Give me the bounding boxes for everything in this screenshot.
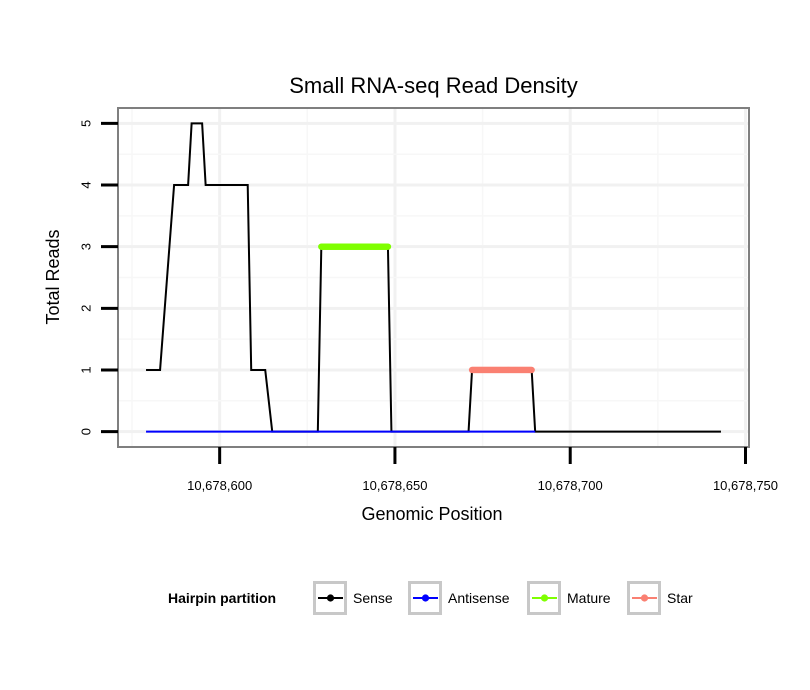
y-tick-label: 0 [78,428,93,435]
y-tick-label: 4 [78,181,93,188]
series-points-mature [318,243,392,250]
y-tick-label: 5 [78,120,93,127]
series-points-star [468,366,535,374]
legend-key-point [640,594,649,602]
series-line-sense [146,122,721,433]
series-layer [146,122,721,433]
y-tick-label: 2 [78,305,93,312]
legend-key-point [326,594,335,602]
legend-label: Sense [353,590,393,606]
legend: Hairpin partition Sense Antisense Mature St… [168,581,693,615]
legend-item-sense: Sense [313,581,393,615]
x-axis-title: Genomic Position [361,504,502,524]
y-tick-label: 3 [78,243,93,250]
point-mature [384,243,392,250]
legend-label: Antisense [448,590,510,606]
legend-item-star: Star [627,581,693,615]
legend-label: Star [667,590,693,606]
legend-key-point [421,594,430,602]
x-tick-label: 10,678,650 [362,478,427,493]
axes: 10,678,600 10,678,650 10,678,700 10,678,750… [78,120,778,493]
y-axis-title: Total Reads [43,229,63,324]
point-star [528,366,535,374]
legend-label: Mature [567,590,611,606]
legend-key-point [540,594,549,602]
chart-title: Small RNA-seq Read Density [289,73,578,98]
x-tick-label: 10,678,750 [713,478,778,493]
legend-title: Hairpin partition [168,590,276,606]
legend-item-antisense: Antisense [408,581,510,615]
x-tick-label: 10,678,700 [538,478,603,493]
x-tick-label: 10,678,600 [187,478,252,493]
legend-item-mature: Mature [527,581,611,615]
y-tick-label: 1 [78,366,93,373]
plot-panel-border [117,107,750,448]
